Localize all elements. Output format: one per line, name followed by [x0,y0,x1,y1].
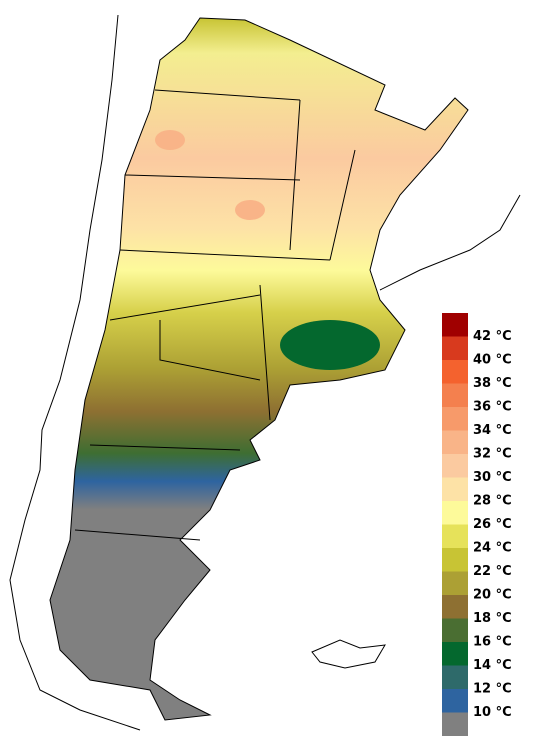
argentina [49,17,469,721]
legend-swatch [442,548,468,572]
legend-swatch [442,360,468,384]
legend-label: 36 °C [473,400,512,415]
legend-label: 18 °C [473,611,512,626]
legend-label: 38 °C [473,376,512,391]
legend-label: 10 °C [473,705,512,720]
legend-label: 28 °C [473,494,512,509]
legend-swatch [442,501,468,525]
warm-zone [235,200,265,220]
legend-label: 32 °C [473,447,512,462]
legend-swatch [442,595,468,619]
legend-swatch [442,407,468,431]
legend-swatch [442,712,468,736]
legend-label: 12 °C [473,682,512,697]
neighbor-coast [379,194,521,291]
legend-swatch [442,454,468,478]
legend-label: 34 °C [473,423,512,438]
legend-swatch [442,383,468,407]
cold-zone [280,320,380,370]
legend-label: 16 °C [473,635,512,650]
legend-label: 14 °C [473,658,512,673]
warm-zone [155,130,185,150]
legend-label: 30 °C [473,470,512,485]
legend-label: 22 °C [473,564,512,579]
legend: 42 °C 40 °C 38 °C 36 °C 34 °C 32 °C 30 °C 28 °C… [442,313,512,736]
legend-swatch [442,477,468,501]
legend-swatch [442,665,468,689]
province-borders [74,89,356,541]
legend-swatch [442,524,468,548]
legend-label: 40 °C [473,353,512,368]
legend-swatch [442,313,468,337]
legend-label: 42 °C [473,329,512,344]
legend-swatch [442,430,468,454]
legend-swatch [442,618,468,642]
legend-swatch [442,336,468,360]
legend-label: 26 °C [473,517,512,532]
chile-outline [9,14,141,731]
legend-label: 24 °C [473,541,512,556]
legend-label: 20 °C [473,588,512,603]
falklands [311,639,386,669]
legend-swatch [442,642,468,666]
legend-swatch [442,689,468,713]
legend-swatch [442,571,468,595]
